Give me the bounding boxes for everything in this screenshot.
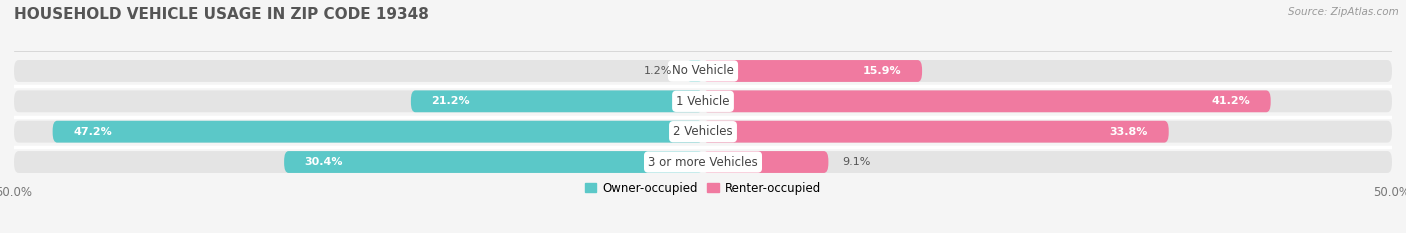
Text: 21.2%: 21.2% — [432, 96, 470, 106]
FancyBboxPatch shape — [52, 121, 703, 143]
Legend: Owner-occupied, Renter-occupied: Owner-occupied, Renter-occupied — [579, 177, 827, 199]
Text: 9.1%: 9.1% — [842, 157, 870, 167]
FancyBboxPatch shape — [703, 151, 828, 173]
FancyBboxPatch shape — [703, 60, 922, 82]
FancyBboxPatch shape — [14, 90, 1392, 112]
FancyBboxPatch shape — [703, 121, 1168, 143]
Text: 2 Vehicles: 2 Vehicles — [673, 125, 733, 138]
Text: 3 or more Vehicles: 3 or more Vehicles — [648, 155, 758, 168]
FancyBboxPatch shape — [686, 60, 703, 82]
FancyBboxPatch shape — [14, 60, 1392, 82]
Text: 41.2%: 41.2% — [1211, 96, 1250, 106]
Text: No Vehicle: No Vehicle — [672, 65, 734, 78]
Text: HOUSEHOLD VEHICLE USAGE IN ZIP CODE 19348: HOUSEHOLD VEHICLE USAGE IN ZIP CODE 1934… — [14, 7, 429, 22]
Text: 15.9%: 15.9% — [863, 66, 901, 76]
Text: 33.8%: 33.8% — [1109, 127, 1149, 137]
Text: 30.4%: 30.4% — [305, 157, 343, 167]
Text: Source: ZipAtlas.com: Source: ZipAtlas.com — [1288, 7, 1399, 17]
FancyBboxPatch shape — [284, 151, 703, 173]
FancyBboxPatch shape — [411, 90, 703, 112]
Text: 1 Vehicle: 1 Vehicle — [676, 95, 730, 108]
FancyBboxPatch shape — [14, 151, 1392, 173]
Text: 47.2%: 47.2% — [73, 127, 112, 137]
FancyBboxPatch shape — [703, 90, 1271, 112]
FancyBboxPatch shape — [14, 121, 1392, 143]
Text: 1.2%: 1.2% — [644, 66, 672, 76]
